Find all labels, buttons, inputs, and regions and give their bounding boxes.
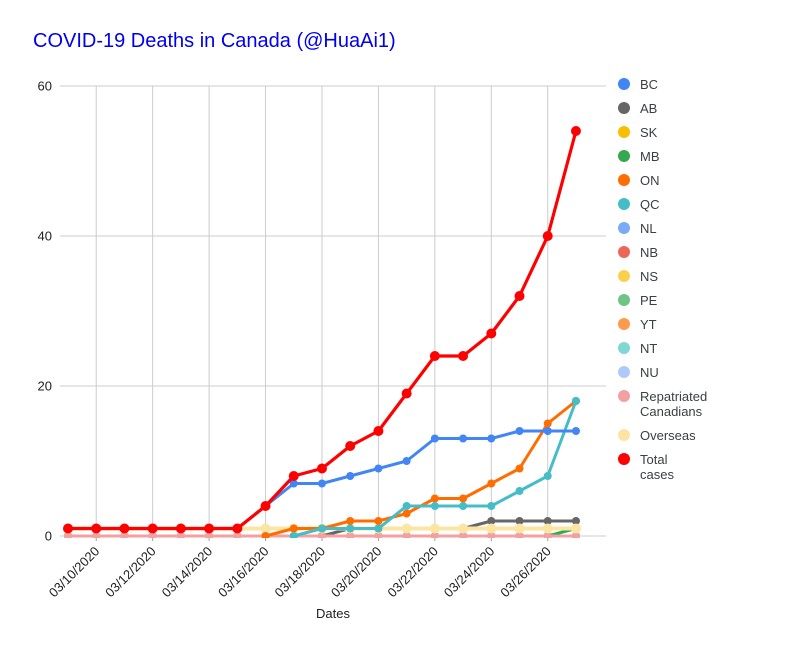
legend-label-overseas: Overseas	[640, 428, 696, 443]
legend-dot-repatriated-canadians	[618, 390, 630, 402]
legend-dot-pe	[618, 294, 630, 306]
legend-dot-nl	[618, 222, 630, 234]
legend-label-nt: NT	[640, 341, 658, 356]
legend-dot-on	[618, 174, 630, 186]
svg-text:03/22/2020: 03/22/2020	[384, 544, 441, 601]
legend-item-bc[interactable]: BC	[618, 77, 794, 92]
legend-item-sk[interactable]: SK	[618, 125, 794, 140]
x-axis-labels: 03/10/2020 03/12/2020 03/14/2020 03/16/2020…	[46, 544, 554, 601]
legend-dot-sk	[618, 126, 630, 138]
svg-text:03/18/2020: 03/18/2020	[271, 544, 328, 601]
legend-label-sk: SK	[640, 125, 658, 140]
legend-item-mb[interactable]: MB	[618, 149, 794, 164]
legend-label-bc: BC	[640, 77, 659, 92]
legend-item-yt[interactable]: YT	[618, 317, 794, 332]
series-line-qc[interactable]	[289, 397, 580, 540]
legend-label-on: ON	[640, 173, 660, 188]
svg-text:03/12/2020: 03/12/2020	[102, 544, 159, 601]
legend-label-qc: QC	[640, 197, 660, 212]
svg-text:40: 40	[38, 229, 52, 244]
legend-dot-ns	[618, 270, 630, 282]
legend-dot-yt	[618, 318, 630, 330]
svg-text:60: 60	[38, 79, 52, 94]
svg-text:0: 0	[45, 529, 52, 544]
legend-label-nu: NU	[640, 365, 659, 380]
legend-item-pe[interactable]: PE	[618, 293, 794, 308]
legend-dot-bc	[618, 78, 630, 90]
chart-legend: BC AB SK MB ON QC NL NB NS PE YT NT NU Repatriated Ca…	[618, 77, 794, 491]
chart-title: COVID-19 Deaths in Canada (@HuaAi1)	[33, 30, 396, 52]
legend-label-ns: NS	[640, 269, 659, 284]
legend-label-ab: AB	[640, 101, 658, 116]
legend-item-on[interactable]: ON	[618, 173, 794, 188]
legend-label-pe: PE	[640, 293, 658, 308]
legend-item-qc[interactable]: QC	[618, 197, 794, 212]
y-axis-labels: 0 20 40 60	[38, 79, 52, 544]
legend-label-total-cases: Total cases	[640, 452, 674, 482]
svg-text:03/26/2020: 03/26/2020	[497, 544, 554, 601]
legend-label-yt: YT	[640, 317, 657, 332]
legend-dot-qc	[618, 198, 630, 210]
legend-item-total-cases[interactable]: Total cases	[618, 452, 794, 482]
legend-item-nt[interactable]: NT	[618, 341, 794, 356]
legend-dot-mb	[618, 150, 630, 162]
legend-label-mb: MB	[640, 149, 660, 164]
legend-item-overseas[interactable]: Overseas	[618, 428, 794, 443]
legend-dot-total-cases	[618, 453, 630, 465]
legend-item-nb[interactable]: NB	[618, 245, 794, 260]
svg-text:03/10/2020: 03/10/2020	[46, 544, 103, 601]
series-line-total-cases[interactable]	[63, 126, 581, 534]
legend-item-repatriated-canadians[interactable]: Repatriated Canadians	[618, 389, 794, 419]
series-line-on[interactable]	[261, 397, 580, 540]
legend-item-nl[interactable]: NL	[618, 221, 794, 236]
x-axis-title: Dates	[316, 606, 350, 621]
gridlines	[60, 85, 606, 537]
svg-text:03/14/2020: 03/14/2020	[159, 544, 216, 601]
legend-dot-overseas	[618, 429, 630, 441]
legend-label-repatriated-canadians: Repatriated Canadians	[640, 389, 708, 419]
svg-text:03/16/2020: 03/16/2020	[215, 544, 272, 601]
legend-label-nb: NB	[640, 245, 659, 260]
legend-item-nu[interactable]: NU	[618, 365, 794, 380]
legend-dot-nu	[618, 366, 630, 378]
svg-text:20: 20	[38, 379, 52, 394]
legend-item-ns[interactable]: NS	[618, 269, 794, 284]
series-plot	[63, 126, 581, 540]
legend-dot-ab	[618, 102, 630, 114]
legend-dot-nb	[618, 246, 630, 258]
svg-text:03/20/2020: 03/20/2020	[328, 544, 385, 601]
legend-dot-nt	[618, 342, 630, 354]
legend-label-nl: NL	[640, 221, 657, 236]
svg-text:03/24/2020: 03/24/2020	[441, 544, 498, 601]
legend-item-ab[interactable]: AB	[618, 101, 794, 116]
